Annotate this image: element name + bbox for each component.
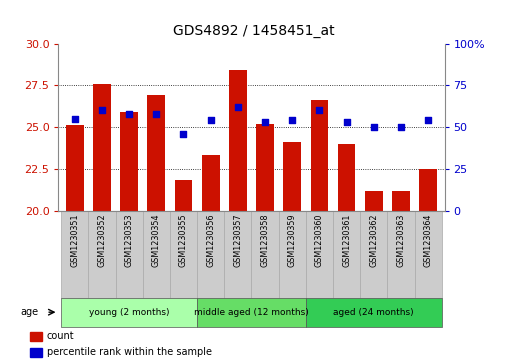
Text: GSM1230361: GSM1230361 <box>342 213 351 266</box>
Bar <box>202 155 219 211</box>
Text: GSM1230355: GSM1230355 <box>179 213 188 267</box>
Point <box>261 119 269 125</box>
Text: GSM1230364: GSM1230364 <box>424 213 433 266</box>
Bar <box>310 100 328 211</box>
Text: GSM1230352: GSM1230352 <box>98 213 106 267</box>
Bar <box>115 211 143 298</box>
Bar <box>419 169 437 211</box>
Point <box>315 107 324 113</box>
Bar <box>388 211 415 298</box>
Point <box>152 111 161 117</box>
Bar <box>333 211 360 298</box>
Text: aged (24 months): aged (24 months) <box>333 308 414 317</box>
Point <box>71 116 79 122</box>
Text: GSM1230360: GSM1230360 <box>315 213 324 266</box>
Text: count: count <box>47 331 74 341</box>
Bar <box>306 211 333 298</box>
Bar <box>93 83 111 211</box>
Text: age: age <box>20 307 38 317</box>
Text: GSM1230353: GSM1230353 <box>124 213 134 267</box>
Text: GSM1230359: GSM1230359 <box>288 213 297 267</box>
Text: GSM1230357: GSM1230357 <box>233 213 242 267</box>
Bar <box>251 211 279 298</box>
Point <box>207 118 215 123</box>
Text: GSM1230363: GSM1230363 <box>397 213 405 266</box>
Bar <box>338 144 356 211</box>
Point <box>179 131 187 136</box>
Point <box>342 119 351 125</box>
Text: GSM1230351: GSM1230351 <box>70 213 79 267</box>
Text: GSM1230358: GSM1230358 <box>261 213 270 267</box>
Bar <box>197 298 306 327</box>
Point <box>288 118 296 123</box>
Bar <box>256 124 274 211</box>
Bar <box>143 211 170 298</box>
Bar <box>224 211 251 298</box>
Bar <box>279 211 306 298</box>
Bar <box>120 112 138 211</box>
Text: middle aged (12 months): middle aged (12 months) <box>194 308 309 317</box>
Text: GSM1230362: GSM1230362 <box>369 213 378 267</box>
Bar <box>415 211 442 298</box>
Bar <box>283 142 301 211</box>
Bar <box>29 332 42 341</box>
Bar <box>88 211 115 298</box>
Point <box>234 104 242 110</box>
Point <box>125 111 133 117</box>
Text: young (2 months): young (2 months) <box>89 308 169 317</box>
Text: GSM1230356: GSM1230356 <box>206 213 215 267</box>
Bar <box>306 298 442 327</box>
Bar <box>66 125 84 211</box>
Bar <box>61 298 197 327</box>
Bar <box>229 70 247 211</box>
Bar <box>147 95 165 211</box>
Bar <box>170 211 197 298</box>
Bar <box>392 191 410 211</box>
Point <box>424 118 432 123</box>
Text: GSM1230354: GSM1230354 <box>152 213 161 267</box>
Bar <box>365 191 383 211</box>
Text: GDS4892 / 1458451_at: GDS4892 / 1458451_at <box>173 24 335 38</box>
Bar <box>175 180 193 211</box>
Bar <box>360 211 388 298</box>
Bar <box>29 348 42 357</box>
Bar <box>197 211 224 298</box>
Text: percentile rank within the sample: percentile rank within the sample <box>47 347 212 357</box>
Point <box>370 124 378 130</box>
Point <box>98 107 106 113</box>
Bar <box>61 211 88 298</box>
Point <box>397 124 405 130</box>
